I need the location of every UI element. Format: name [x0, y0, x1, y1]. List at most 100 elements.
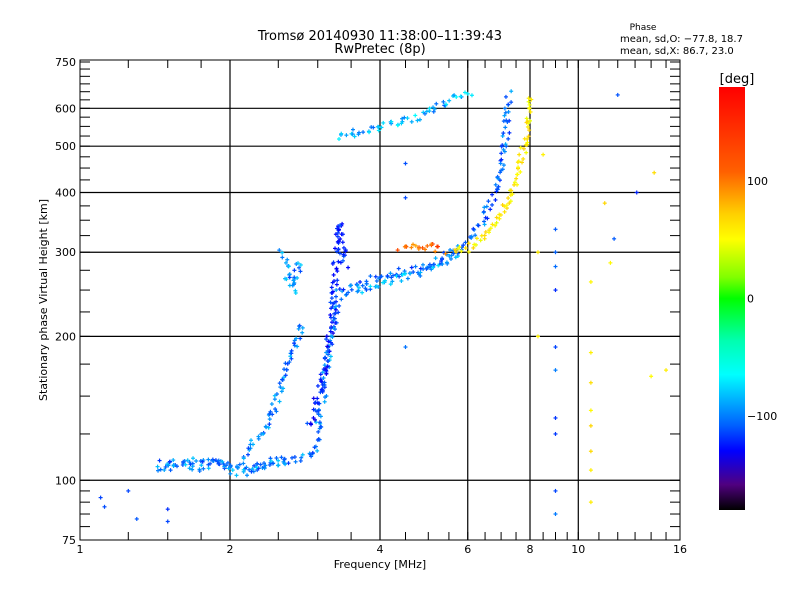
data-point [165, 519, 170, 524]
data-point [210, 458, 215, 463]
data-point [261, 432, 266, 437]
data-point [368, 274, 373, 279]
data-point [216, 461, 221, 466]
stats-o-line: mean, sd,O: −77.8, 18.7 [620, 34, 743, 45]
data-point [190, 467, 195, 472]
data-point [512, 182, 517, 187]
x-tick-label: 2 [227, 543, 234, 556]
data-point [324, 371, 329, 376]
data-point [285, 361, 290, 366]
data-point [277, 399, 282, 404]
data-point [389, 275, 394, 280]
data-point [413, 243, 418, 248]
data-point [249, 469, 254, 474]
data-point [245, 473, 250, 478]
data-point [321, 367, 326, 372]
data-point [469, 235, 474, 240]
data-point [241, 467, 246, 472]
data-point [553, 415, 558, 420]
data-point [339, 131, 344, 136]
data-point [440, 262, 445, 267]
data-point [314, 420, 319, 425]
data-point [360, 283, 365, 288]
data-point [390, 279, 395, 284]
data-point [431, 109, 436, 114]
data-point [379, 125, 384, 130]
data-point [234, 473, 239, 478]
data-point [509, 188, 514, 193]
data-point [498, 161, 503, 166]
data-point [171, 458, 176, 463]
data-point [276, 458, 281, 463]
data-point [453, 255, 458, 260]
data-point [334, 294, 339, 299]
y-tick-label: 400 [55, 186, 76, 199]
data-point [521, 156, 526, 161]
data-point [162, 467, 167, 472]
data-point [472, 242, 477, 247]
x-tick-label: 1 [77, 543, 84, 556]
y-tick-labels: 75 100 200 300 400 500 600 750 [55, 56, 76, 547]
data-point [397, 274, 402, 279]
data-point [337, 227, 342, 232]
data-point [350, 132, 355, 137]
data-point [500, 202, 505, 207]
data-point [293, 291, 298, 296]
data-point [369, 125, 374, 130]
data-point [413, 264, 418, 269]
data-point [509, 89, 514, 94]
y-tick-label: 600 [55, 102, 76, 115]
x-tick-labels: 1 2 4 6 8 10 16 [77, 543, 688, 556]
data-point [420, 245, 425, 250]
data-point [509, 100, 514, 105]
data-point [506, 102, 511, 107]
data-point [413, 113, 418, 118]
data-point [311, 415, 316, 420]
data-point [495, 175, 500, 180]
colorbar-label: [deg] [720, 72, 755, 87]
data-point [454, 250, 459, 255]
colorbar-tick-label: −100 [747, 410, 777, 423]
data-point [433, 249, 438, 254]
data-point [241, 461, 246, 466]
data-point [516, 165, 521, 170]
data-point [498, 170, 503, 175]
data-point [319, 387, 324, 392]
data-point [286, 264, 291, 269]
data-point [421, 267, 426, 272]
data-point [486, 199, 491, 204]
data-point [330, 304, 335, 309]
data-point [441, 99, 446, 104]
data-point [338, 237, 343, 242]
data-point [292, 343, 297, 348]
data-point [526, 134, 531, 139]
data-point [535, 334, 540, 339]
data-point [340, 221, 345, 226]
data-point [451, 251, 456, 256]
data-point [336, 239, 341, 244]
data-point [277, 381, 282, 386]
data-point [501, 119, 506, 124]
data-point [529, 97, 534, 102]
data-point [313, 444, 318, 449]
data-point [220, 459, 225, 464]
data-point [403, 161, 408, 166]
data-point [183, 462, 188, 467]
data-point [411, 270, 416, 275]
data-point [518, 169, 523, 174]
data-point [615, 92, 620, 97]
colorbar [719, 87, 745, 510]
data-point [300, 325, 305, 330]
data-point [411, 242, 416, 247]
data-point [272, 393, 277, 398]
data-point [481, 209, 486, 214]
data-point [256, 436, 261, 441]
data-point [330, 280, 335, 285]
data-point [206, 466, 211, 471]
data-point [525, 119, 530, 124]
data-point [588, 380, 593, 385]
data-point [322, 399, 327, 404]
data-point [324, 394, 329, 399]
data-point [494, 187, 499, 192]
data-point [329, 326, 334, 331]
